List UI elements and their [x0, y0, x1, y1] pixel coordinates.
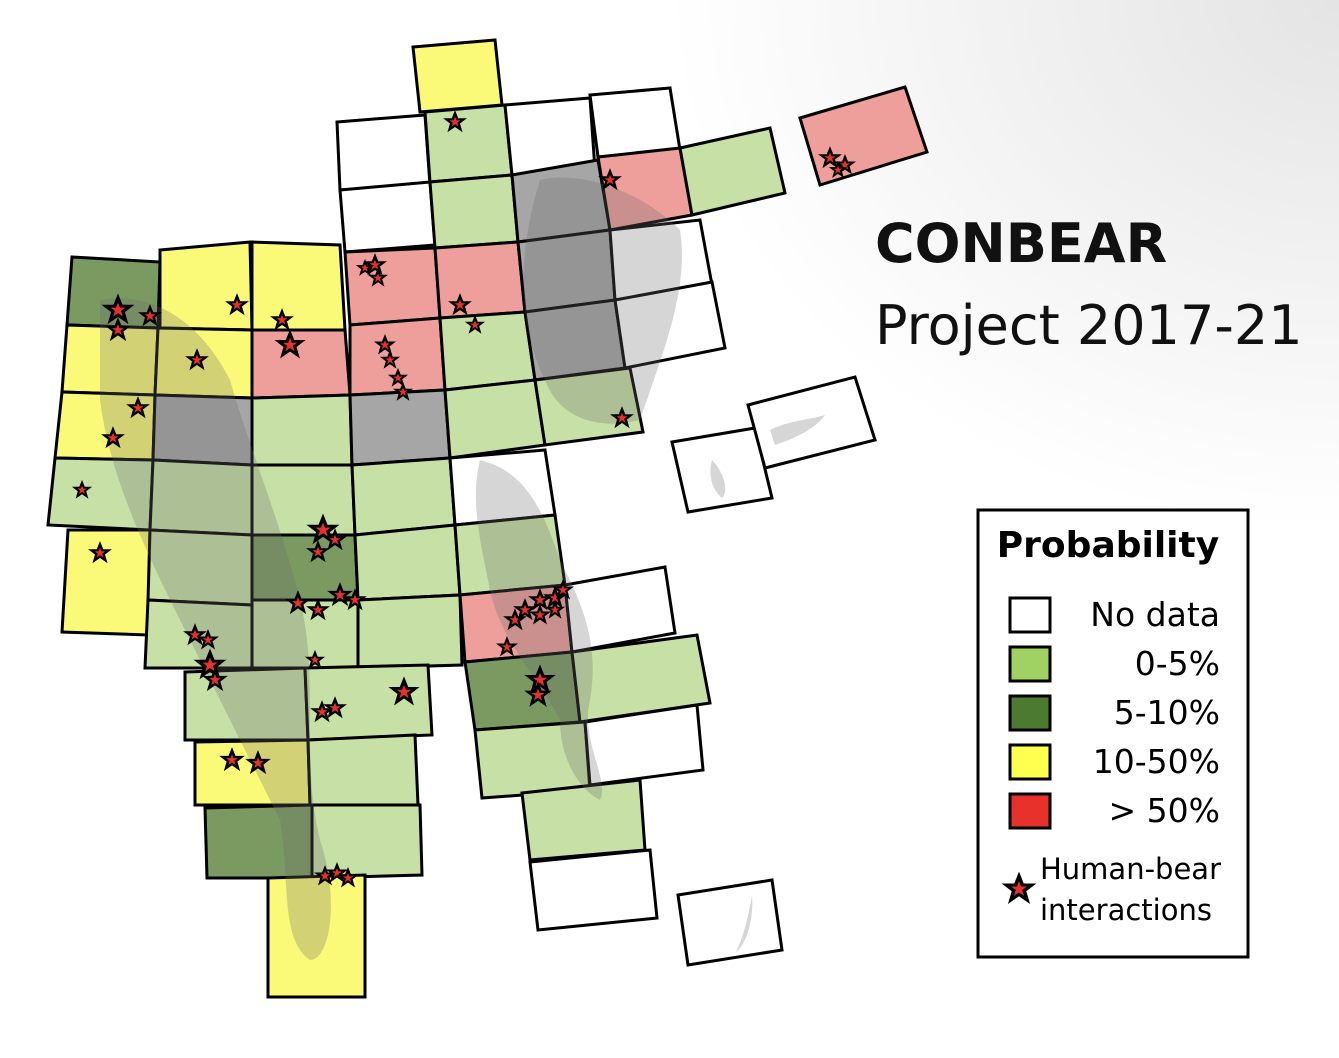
legend-items: No data 0-5% 5-10% 10-50% > 50% [1008, 595, 1221, 830]
legend-marker-label: interactions [1040, 893, 1212, 927]
legend-swatch [1008, 645, 1052, 683]
legend-swatch [1008, 792, 1052, 830]
legend-marker-label: Human-bear [1040, 852, 1221, 886]
legend-label: 0-5% [1135, 644, 1220, 683]
grid-cells [46, 38, 929, 999]
legend-swatch [1008, 743, 1052, 781]
subtitle: Project 2017-21 [875, 294, 1303, 357]
land-shading [100, 177, 825, 961]
legend-label: No data [1090, 595, 1220, 634]
legend-label: 5-10% [1114, 693, 1220, 732]
legend-swatch [1008, 694, 1052, 732]
legend-label: 10-50% [1093, 742, 1220, 781]
legend-title: Probability [997, 525, 1219, 566]
title: CONBEAR [875, 212, 1167, 275]
legend-label: > 50% [1109, 791, 1221, 830]
legend-swatch [1008, 596, 1052, 634]
